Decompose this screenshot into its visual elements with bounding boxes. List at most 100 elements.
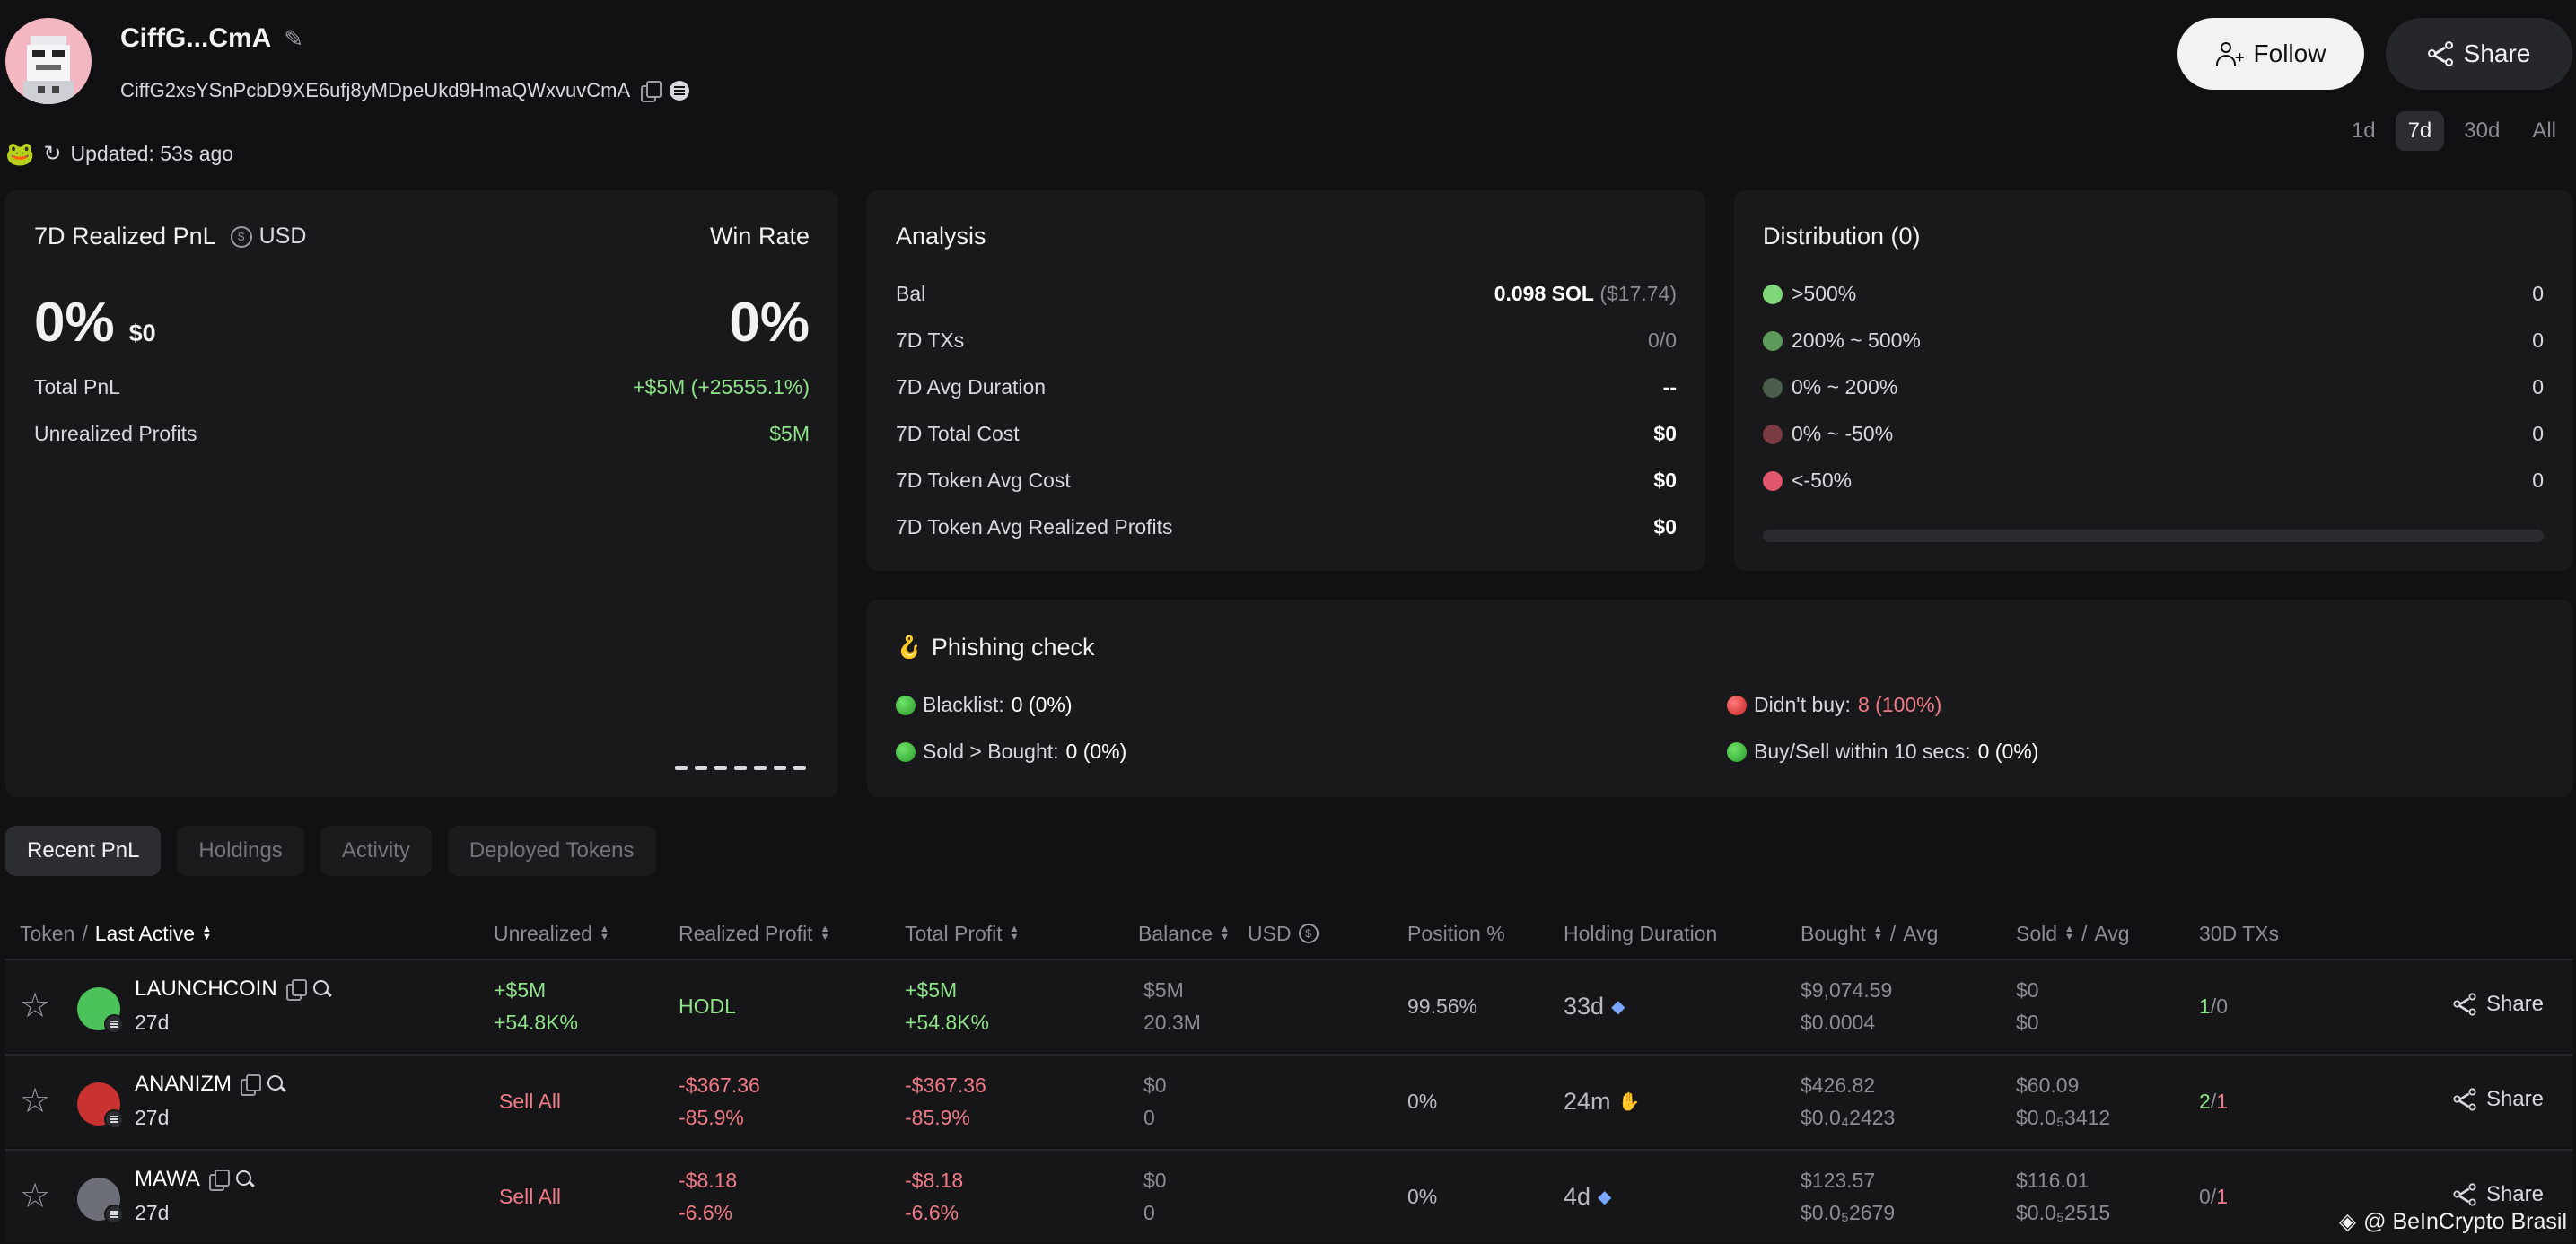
th-sep: / (82, 921, 88, 945)
currency-swap-icon: $ (230, 225, 252, 248)
search-icon[interactable] (312, 980, 331, 998)
token-name[interactable]: MAWA (135, 1167, 200, 1191)
bought-total: $9,074.59 (1801, 978, 1893, 1002)
copy-icon[interactable] (241, 1074, 261, 1096)
holding-value: 4d (1564, 1183, 1591, 1210)
sort-icon[interactable]: ▲ ▼ (819, 924, 830, 942)
balance-amount: 20.3M (1143, 1011, 1201, 1034)
chart-pagination-dots[interactable] (675, 766, 806, 770)
sort-icon[interactable]: ▲ ▼ (599, 924, 609, 942)
dist-color-dot (1763, 470, 1783, 491)
green-status-icon (896, 695, 916, 715)
period-tabs: 1d 7d 30d All (2339, 111, 2569, 151)
sort-icon[interactable]: ▲ ▼ (202, 924, 212, 942)
th-unrealized[interactable]: Unrealized ▲ ▼ (494, 907, 609, 960)
token-name[interactable]: LAUNCHCOIN (135, 977, 277, 1001)
phish-sold-bought: Sold > Bought: 0 (0%) (896, 740, 1126, 764)
total-profit-percent: -85.9% (905, 1106, 970, 1129)
table-row[interactable]: ☆ LAUNCHCOIN 27d +$5M +54.8K% HODL +$5M … (5, 959, 2572, 1052)
win-rate-label: Win Rate (709, 223, 810, 250)
star-icon[interactable]: ☆ (20, 1178, 51, 1215)
th-position: Position % (1407, 907, 1505, 960)
sold-avg: $0.0₅3412 (2016, 1106, 2111, 1129)
copy-icon[interactable] (285, 979, 307, 1001)
dist-color-dot (1763, 330, 1783, 351)
refresh-icon[interactable]: ↻ (43, 142, 62, 166)
token-icon (77, 1178, 124, 1224)
position-percent: 0% (1407, 1185, 1438, 1208)
dist-row: <-50% 0 (1763, 469, 2544, 493)
table-row[interactable]: ☆ ANANIZM 27d Sell All -$367.36 -85.9% -… (5, 1054, 2572, 1147)
analysis-label: Bal (896, 282, 926, 305)
phish-label: Didn't buy: (1754, 693, 1851, 716)
edit-icon[interactable]: ✎ (284, 24, 304, 52)
th-bought-label: Bought (1801, 921, 1866, 945)
balance-usd: $5M (1143, 978, 1184, 1002)
sort-icon[interactable]: ▲ ▼ (2064, 924, 2074, 942)
distribution-card: Distribution (0) >500% 0 200% ~ 500% 0 0… (1734, 190, 2572, 571)
bought-avg: $0.0₅2679 (1801, 1201, 1896, 1224)
sort-icon[interactable]: ▲ ▼ (1009, 924, 1020, 942)
tab-recent-pnl[interactable]: Recent PnL (5, 826, 162, 876)
holding-value: 24m (1564, 1088, 1611, 1115)
th-bought[interactable]: Bought ▲ ▼ / Avg (1801, 907, 1938, 960)
tab-activity[interactable]: Activity (320, 826, 432, 876)
token-name[interactable]: ANANIZM (135, 1072, 232, 1096)
total-pnl-value: +$5M (+25555.1%) (633, 375, 810, 399)
sort-icon[interactable]: ▲ ▼ (1220, 924, 1231, 942)
table-row[interactable]: ☆ MAWA 27d Sell All -$8.18 -6.6% -$8.18 … (5, 1149, 2572, 1242)
tab-holdings[interactable]: Holdings (177, 826, 304, 876)
sold-total: $60.09 (2016, 1073, 2080, 1097)
star-icon[interactable]: ☆ (20, 1082, 51, 1120)
th-balance[interactable]: Balance ▲ ▼ USD $ (1138, 907, 1319, 960)
dist-label: 200% ~ 500% (1792, 329, 1921, 352)
th-last-active[interactable]: Last Active (94, 921, 195, 945)
row-share-button[interactable]: Share (2452, 991, 2544, 1018)
row-share-button[interactable]: Share (2452, 1086, 2544, 1113)
period-1d[interactable]: 1d (2351, 118, 2376, 143)
th-balance-usd[interactable]: USD (1248, 921, 1292, 945)
search-icon[interactable] (267, 1075, 285, 1093)
th-total[interactable]: Total Profit ▲ ▼ (905, 907, 1020, 960)
updated-status: 🐸 ↻ Updated: 53s ago (5, 140, 233, 168)
sort-icon[interactable]: ▲ ▼ (1872, 924, 1883, 942)
analysis-row-avg-cost: 7D Token Avg Cost $0 (896, 469, 1677, 493)
share-button[interactable]: Share (2386, 18, 2572, 90)
currency-toggle[interactable]: $ USD (230, 223, 307, 250)
dist-label: 0% ~ 200% (1792, 375, 1898, 399)
copy-icon[interactable] (641, 81, 662, 102)
period-7d[interactable]: 7d (2395, 111, 2445, 151)
star-icon[interactable]: ☆ (20, 987, 51, 1025)
dist-color-dot (1763, 424, 1783, 444)
th-realized[interactable]: Realized Profit ▲ ▼ (679, 907, 829, 960)
analysis-label: 7D Avg Duration (896, 375, 1047, 399)
unrealized-percent: +54.8K% (494, 1011, 578, 1034)
phish-label: Sold > Bought: (923, 740, 1059, 763)
follow-button[interactable]: + Follow (2177, 18, 2364, 90)
currency-label: USD (258, 223, 307, 249)
wallet-address: CiffG2xsYSnPcbD9XE6ufj8yMDpeUkd9HmaQWxvu… (120, 79, 631, 101)
search-icon[interactable] (235, 1170, 254, 1188)
copy-icon[interactable] (208, 1170, 230, 1191)
phish-value: 0 (0%) (1977, 740, 2039, 763)
th-txs-label: 30D TXs (2199, 921, 2280, 945)
currency-swap-icon[interactable]: $ (1298, 924, 1319, 943)
period-all[interactable]: All (2532, 118, 2556, 143)
realized-profit-value: -$367.36 (679, 1073, 760, 1097)
unrealized-value: +$5M (494, 978, 547, 1002)
dist-value: 0 (2532, 282, 2544, 305)
last-active: 27d (135, 1201, 170, 1224)
frog-icon: 🐸 (5, 140, 35, 167)
period-30d[interactable]: 30d (2464, 118, 2501, 143)
gem-icon: ◆ (1598, 1187, 1612, 1207)
analysis-row-bal: Bal 0.098 SOL ($17.74) (896, 282, 1677, 306)
th-sold[interactable]: Sold ▲ ▼ / Avg (2016, 907, 2130, 960)
tab-deployed-tokens[interactable]: Deployed Tokens (447, 826, 656, 876)
unrealized-row: Unrealized Profits $5M (34, 422, 810, 446)
total-pnl-row: Total PnL +$5M (+25555.1%) (34, 375, 810, 399)
sold-avg: $0 (2016, 1011, 2039, 1034)
row-share-button[interactable]: Share (2452, 1181, 2544, 1208)
hodl-label: HODL (679, 994, 736, 1018)
dist-label: <-50% (1792, 469, 1853, 492)
phish-fast-trade: Buy/Sell within 10 secs: 0 (0%) (1727, 740, 2038, 764)
